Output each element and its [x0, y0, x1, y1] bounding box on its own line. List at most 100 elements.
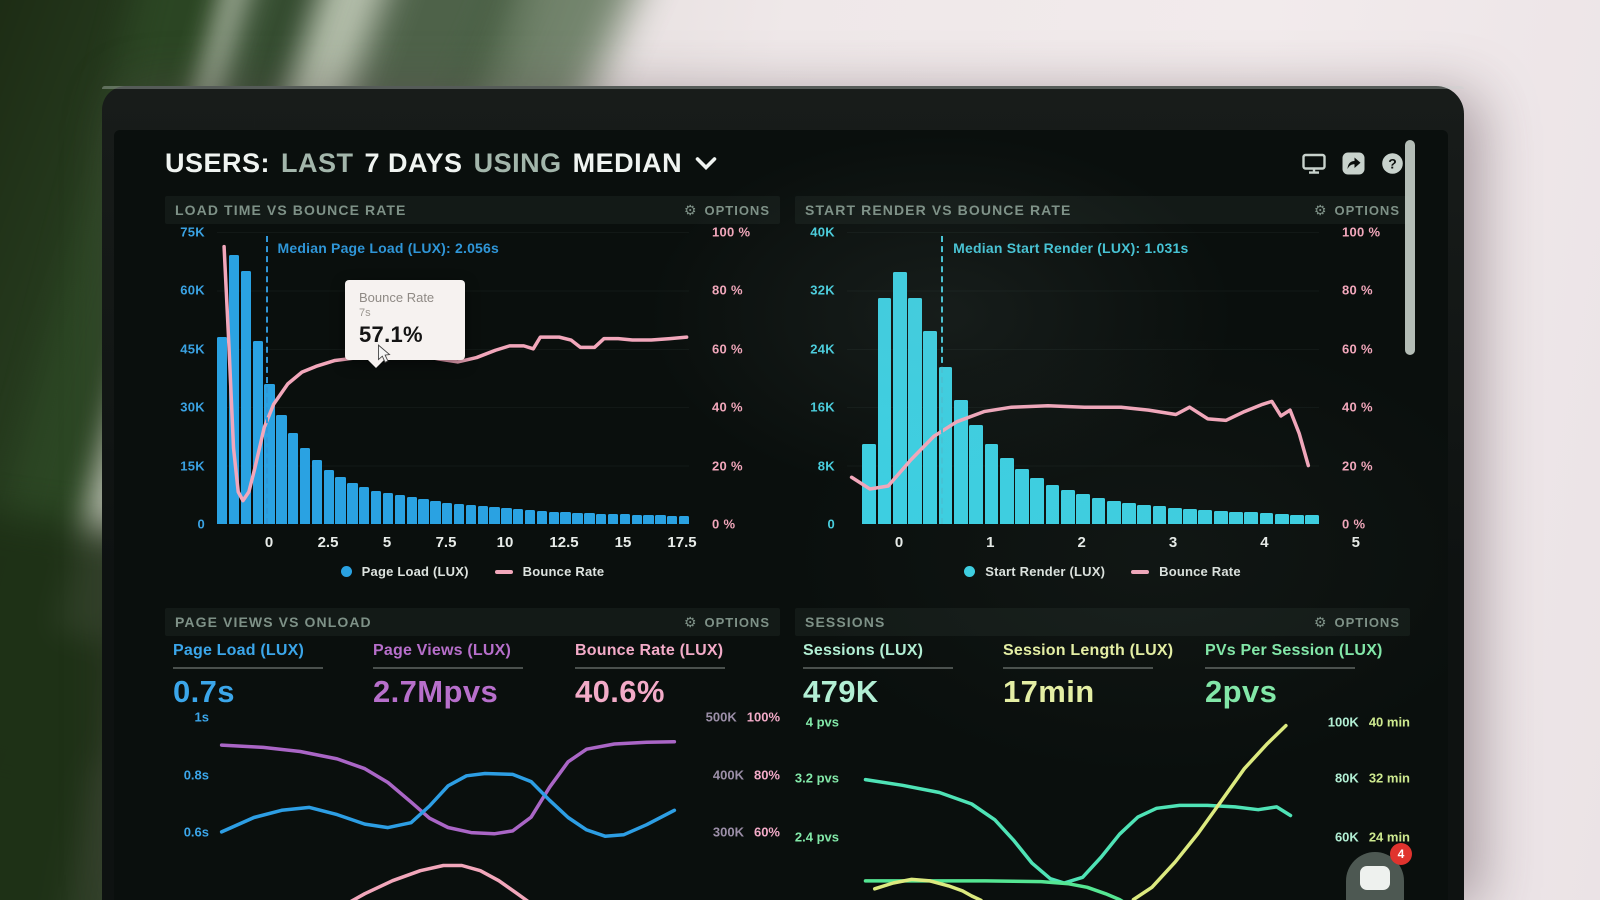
metric-page-load: Page Load (LUX) 0.7s: [173, 642, 368, 710]
metric-label: Page Views (LUX): [373, 642, 512, 659]
metric-value: 479K: [803, 674, 879, 709]
y-axis-left: 4 pvs 3.2 pvs 2.4 pvs: [794, 714, 839, 845]
chat-bubble-icon: [1360, 866, 1390, 890]
title-part: MEDIAN: [572, 148, 683, 178]
title-part: USERS:: [165, 148, 271, 178]
panel-start-render-vs-bounce-rate: START RENDER VS BOUNCE RATE ⚙ OPTIONS 40…: [795, 196, 1410, 598]
plot-area: [847, 710, 1309, 900]
metric-underline: [373, 667, 523, 669]
panel-header: SESSIONS ⚙ OPTIONS: [795, 608, 1410, 636]
metric-underline: [1205, 667, 1355, 669]
start-render-bars: [847, 232, 1320, 524]
panel-load-time-vs-bounce-rate: LOAD TIME VS BOUNCE RATE ⚙ OPTIONS 75K 60…: [165, 196, 780, 598]
dashboard-header: USERS: LAST 7 DAYS USING MEDIAN ?: [165, 148, 1404, 179]
chevron-down-icon: [695, 157, 717, 170]
options-label: OPTIONS: [1334, 614, 1400, 630]
y-axis-left: 1s 0.8s 0.6s: [183, 709, 209, 840]
gear-icon: ⚙: [683, 614, 698, 630]
y-axis-right: 100 % 80 % 60 % 40 % 20 % 0 %: [712, 224, 751, 532]
display-icon[interactable]: [1302, 152, 1326, 176]
metric-label: PVs Per Session (LUX): [1205, 642, 1383, 659]
legend-label: Page Load (LUX): [361, 564, 469, 579]
x-axis: 0 2.5 5 7.5 10 12.5 15 17.5: [264, 534, 697, 551]
metric-underline: [173, 667, 323, 669]
bounce-rate-line: [217, 232, 689, 524]
legend-dot: [340, 566, 352, 577]
title-part: USING: [473, 148, 562, 178]
panel-title: START RENDER VS BOUNCE RATE: [805, 202, 1072, 218]
scrollbar[interactable]: [1405, 140, 1415, 355]
panel-title: LOAD TIME VS BOUNCE RATE: [175, 202, 407, 218]
options-label: OPTIONS: [704, 614, 770, 630]
help-icon[interactable]: ?: [1380, 152, 1404, 176]
panel-page-views-vs-onload: PAGE VIEWS VS ONLOAD ⚙ OPTIONS Page Load…: [165, 608, 780, 900]
page-load-bars: [217, 232, 690, 524]
y-axis-right: 100 % 80 % 60 % 40 % 20 % 0 %: [1342, 224, 1381, 532]
plot-area: Median Page Load (LUX): 2.056s Bounce Ra…: [217, 232, 697, 551]
metric-session-length: Session Length (LUX) 17min: [1003, 642, 1198, 710]
metric-value: 17min: [1003, 674, 1095, 709]
options-button[interactable]: ⚙ OPTIONS: [684, 615, 770, 630]
title-part: 7 DAYS: [364, 148, 463, 178]
panel-header: LOAD TIME VS BOUNCE RATE ⚙ OPTIONS: [165, 196, 780, 224]
title-part: LAST: [281, 148, 354, 178]
legend: Page Load (LUX) Bounce Rate: [165, 564, 780, 579]
metric-label: Session Length (LUX): [1003, 642, 1174, 659]
gear-icon: ⚙: [1313, 614, 1328, 630]
y-axis-right: 500K 100% 400K 80% 300K 60%: [705, 709, 780, 840]
share-icon[interactable]: [1341, 152, 1365, 176]
metric-underline: [575, 667, 725, 669]
metrics-row: Sessions (LUX) 479K Session Length (LUX)…: [795, 642, 1410, 710]
chart-page-views-vs-onload: 1s 0.8s 0.6s 500K 100% 400K 80% 300K 60%: [165, 710, 780, 900]
panel-header: PAGE VIEWS VS ONLOAD ⚙ OPTIONS: [165, 608, 780, 636]
y-axis-right: 100K 40 min 80K 32 min 60K 24 min: [1327, 714, 1410, 845]
notification-badge: 4: [1390, 843, 1412, 865]
plot-area: [217, 710, 679, 900]
metric-bounce-rate: Bounce Rate (LUX) 40.6%: [575, 642, 770, 710]
options-button[interactable]: ⚙ OPTIONS: [1314, 615, 1400, 630]
chat-launcher[interactable]: 4: [1346, 843, 1412, 900]
users-filter-dropdown[interactable]: USERS: LAST 7 DAYS USING MEDIAN: [165, 148, 717, 179]
y-axis-left: 75K 60K 45K 30K 15K 0: [180, 224, 205, 532]
metric-pvs-per-session: PVs Per Session (LUX) 2pvs: [1205, 642, 1400, 710]
median-line: [941, 236, 944, 524]
metric-label: Bounce Rate (LUX): [575, 642, 724, 659]
panel-header: START RENDER VS BOUNCE RATE ⚙ OPTIONS: [795, 196, 1410, 224]
panel-title: PAGE VIEWS VS ONLOAD: [175, 614, 372, 630]
options-button[interactable]: ⚙ OPTIONS: [684, 203, 770, 218]
metric-value: 2pvs: [1205, 674, 1278, 709]
tooltip-title: Bounce Rate: [359, 290, 435, 305]
tooltip-subtitle: 7s: [359, 307, 371, 319]
mouse-cursor: [378, 344, 391, 363]
metric-underline: [803, 667, 953, 669]
legend: Start Render (LUX) Bounce Rate: [795, 564, 1410, 579]
gear-icon: ⚙: [1313, 202, 1328, 218]
bounce-rate-line: [847, 232, 1319, 524]
svg-text:?: ?: [1388, 155, 1397, 171]
y-axis-left: 40K 32K 24K 16K 8K 0: [810, 224, 835, 532]
metric-underline: [1003, 667, 1153, 669]
median-label: Median Start Render (LUX): 1.031s: [953, 240, 1189, 256]
median-label: Median Page Load (LUX): 2.056s: [277, 240, 500, 256]
header-icons: ?: [1302, 152, 1404, 176]
tooltip-value: 57.1%: [359, 322, 423, 347]
laptop: USERS: LAST 7 DAYS USING MEDIAN ?: [102, 86, 1464, 900]
legend-label: Start Render (LUX): [985, 564, 1106, 579]
metrics-row: Page Load (LUX) 0.7s Page Views (LUX) 2.…: [165, 642, 780, 710]
median-line: [265, 236, 268, 524]
options-label: OPTIONS: [704, 202, 770, 218]
metric-value: 0.7s: [173, 674, 235, 709]
options-label: OPTIONS: [1334, 202, 1400, 218]
panel-sessions: SESSIONS ⚙ OPTIONS Sessions (LUX) 479K S…: [795, 608, 1410, 900]
panel-title: SESSIONS: [805, 614, 886, 630]
dashboard-screen: USERS: LAST 7 DAYS USING MEDIAN ?: [114, 130, 1448, 900]
gear-icon: ⚙: [683, 202, 698, 218]
tooltip: Bounce Rate 7s 57.1%: [345, 280, 465, 368]
metric-label: Page Load (LUX): [173, 642, 305, 659]
legend-dot: [964, 566, 976, 577]
metric-value: 40.6%: [575, 674, 665, 709]
options-button[interactable]: ⚙ OPTIONS: [1314, 203, 1400, 218]
trend-lines: [217, 710, 679, 900]
